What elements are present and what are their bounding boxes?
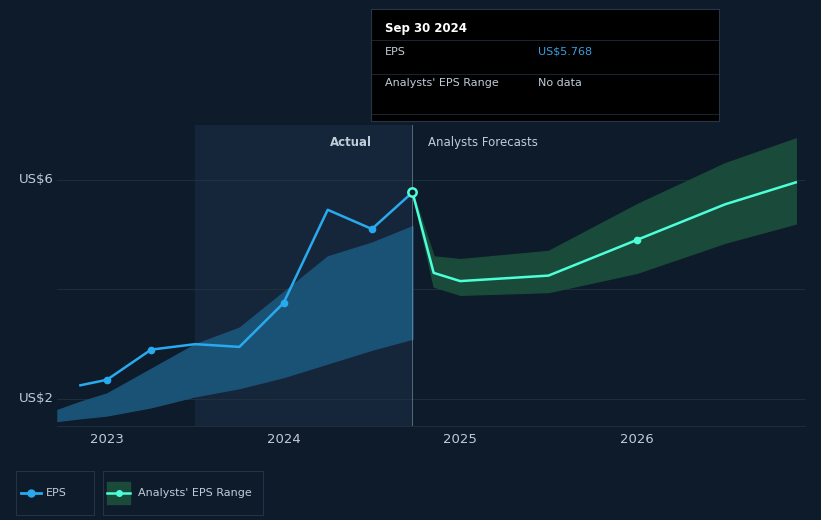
Text: Analysts Forecasts: Analysts Forecasts xyxy=(429,136,539,149)
Text: US$6: US$6 xyxy=(19,173,53,186)
Text: EPS: EPS xyxy=(385,47,406,57)
Text: Analysts' EPS Range: Analysts' EPS Range xyxy=(385,78,499,88)
Text: Actual: Actual xyxy=(330,136,372,149)
Text: US$5.768: US$5.768 xyxy=(539,47,592,57)
Text: EPS: EPS xyxy=(46,488,67,498)
Text: Sep 30 2024: Sep 30 2024 xyxy=(385,22,467,35)
Text: Analysts' EPS Range: Analysts' EPS Range xyxy=(138,488,251,498)
Text: No data: No data xyxy=(539,78,582,88)
Bar xyxy=(195,125,412,426)
Text: US$2: US$2 xyxy=(19,393,53,406)
